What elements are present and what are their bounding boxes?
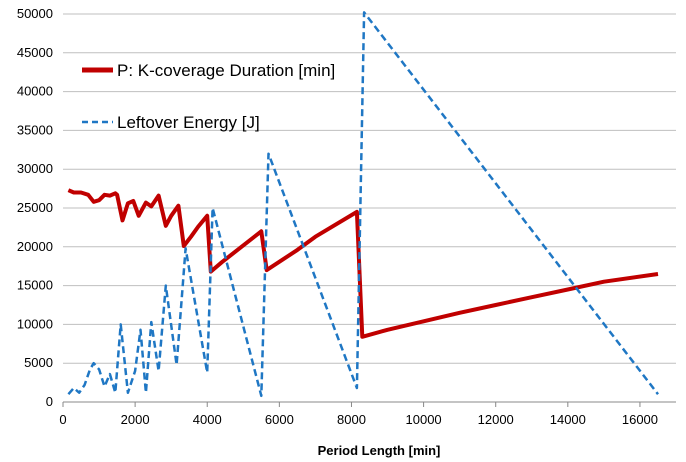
y-tick-label: 25000 (17, 200, 53, 215)
x-tick-label: 14000 (550, 412, 586, 427)
y-tick-label: 30000 (17, 161, 53, 176)
y-tick-label: 5000 (24, 355, 53, 370)
x-tick-label: 2000 (121, 412, 150, 427)
series-line-1 (67, 188, 659, 339)
x-tick-label: 10000 (406, 412, 442, 427)
y-tick-label: 0 (46, 394, 53, 409)
x-tick-label: 16000 (622, 412, 658, 427)
y-tick-label: 50000 (17, 6, 53, 21)
y-tick-label: 40000 (17, 84, 53, 99)
x-tick-label: 6000 (265, 412, 294, 427)
x-tick-label: 8000 (337, 412, 366, 427)
x-axis-ticks: 0 2000 4000 6000 8000 10000 12000 14000 16000 (59, 402, 658, 427)
y-axis-ticks: 0 5000 10000 15000 20000 25000 30000 35000 40000… (17, 6, 53, 409)
y-tick-label: 45000 (17, 45, 53, 60)
x-tick-label: 12000 (478, 412, 514, 427)
legend: P: K-coverage Duration [min] Leftover Ene… (82, 61, 335, 132)
y-tick-label: 15000 (17, 278, 53, 293)
y-tick-label: 10000 (17, 316, 53, 331)
x-axis-label: Period Length [min] (318, 443, 441, 458)
series-line-2 (67, 11, 659, 398)
legend-label-2: Leftover Energy [J] (117, 113, 260, 132)
x-tick-label: 4000 (193, 412, 222, 427)
x-tick-label: 0 (59, 412, 66, 427)
y-tick-label: 20000 (17, 239, 53, 254)
legend-label-1: P: K-coverage Duration [min] (117, 61, 335, 80)
series-layer (67, 11, 659, 398)
y-tick-label: 35000 (17, 122, 53, 137)
